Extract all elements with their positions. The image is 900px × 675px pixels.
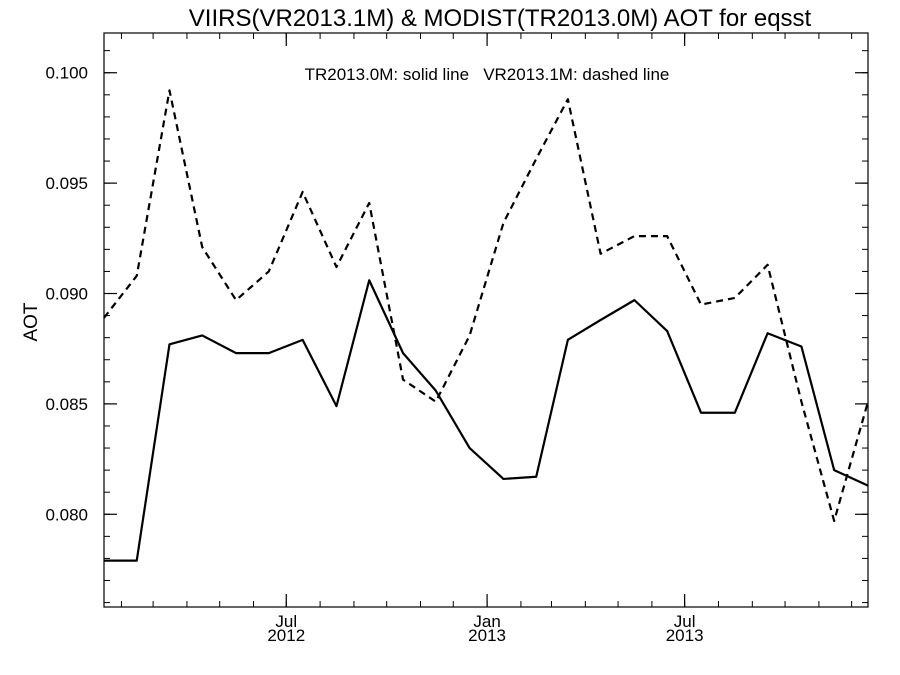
series-line-tr2013-0m [104, 279, 869, 562]
line-style-annotation: TR2013.0M: solid line VR2013.1M: dashed … [305, 65, 670, 84]
y-tick-label: 0.095 [45, 174, 88, 193]
x-tick-label-month: Jul [275, 612, 297, 631]
x-tick-label-month: Jul [674, 612, 696, 631]
axis-ticks: 0.0800.0850.0900.0950.100Jul2012Jan2013J… [45, 33, 868, 645]
plot-frame [103, 32, 869, 608]
axes [103, 32, 869, 608]
x-tick-label-year: 2013 [666, 626, 704, 645]
x-tick-label-year: 2012 [267, 626, 305, 645]
series-line-vr2013-1m [103, 89, 870, 523]
y-tick-label: 0.100 [45, 64, 88, 83]
y-tick-label: 0.085 [45, 395, 88, 414]
y-tick-label: 0.090 [45, 285, 88, 304]
y-axis-label: AOT [21, 302, 42, 341]
chart-title: VIIRS(VR2013.1M) & MODIST(TR2013.0M) AOT… [189, 5, 812, 32]
x-tick-label-year: 2013 [468, 626, 506, 645]
x-tick-label-month: Jan [473, 612, 500, 631]
y-tick-label: 0.080 [45, 505, 88, 524]
plot-lines [103, 89, 870, 562]
